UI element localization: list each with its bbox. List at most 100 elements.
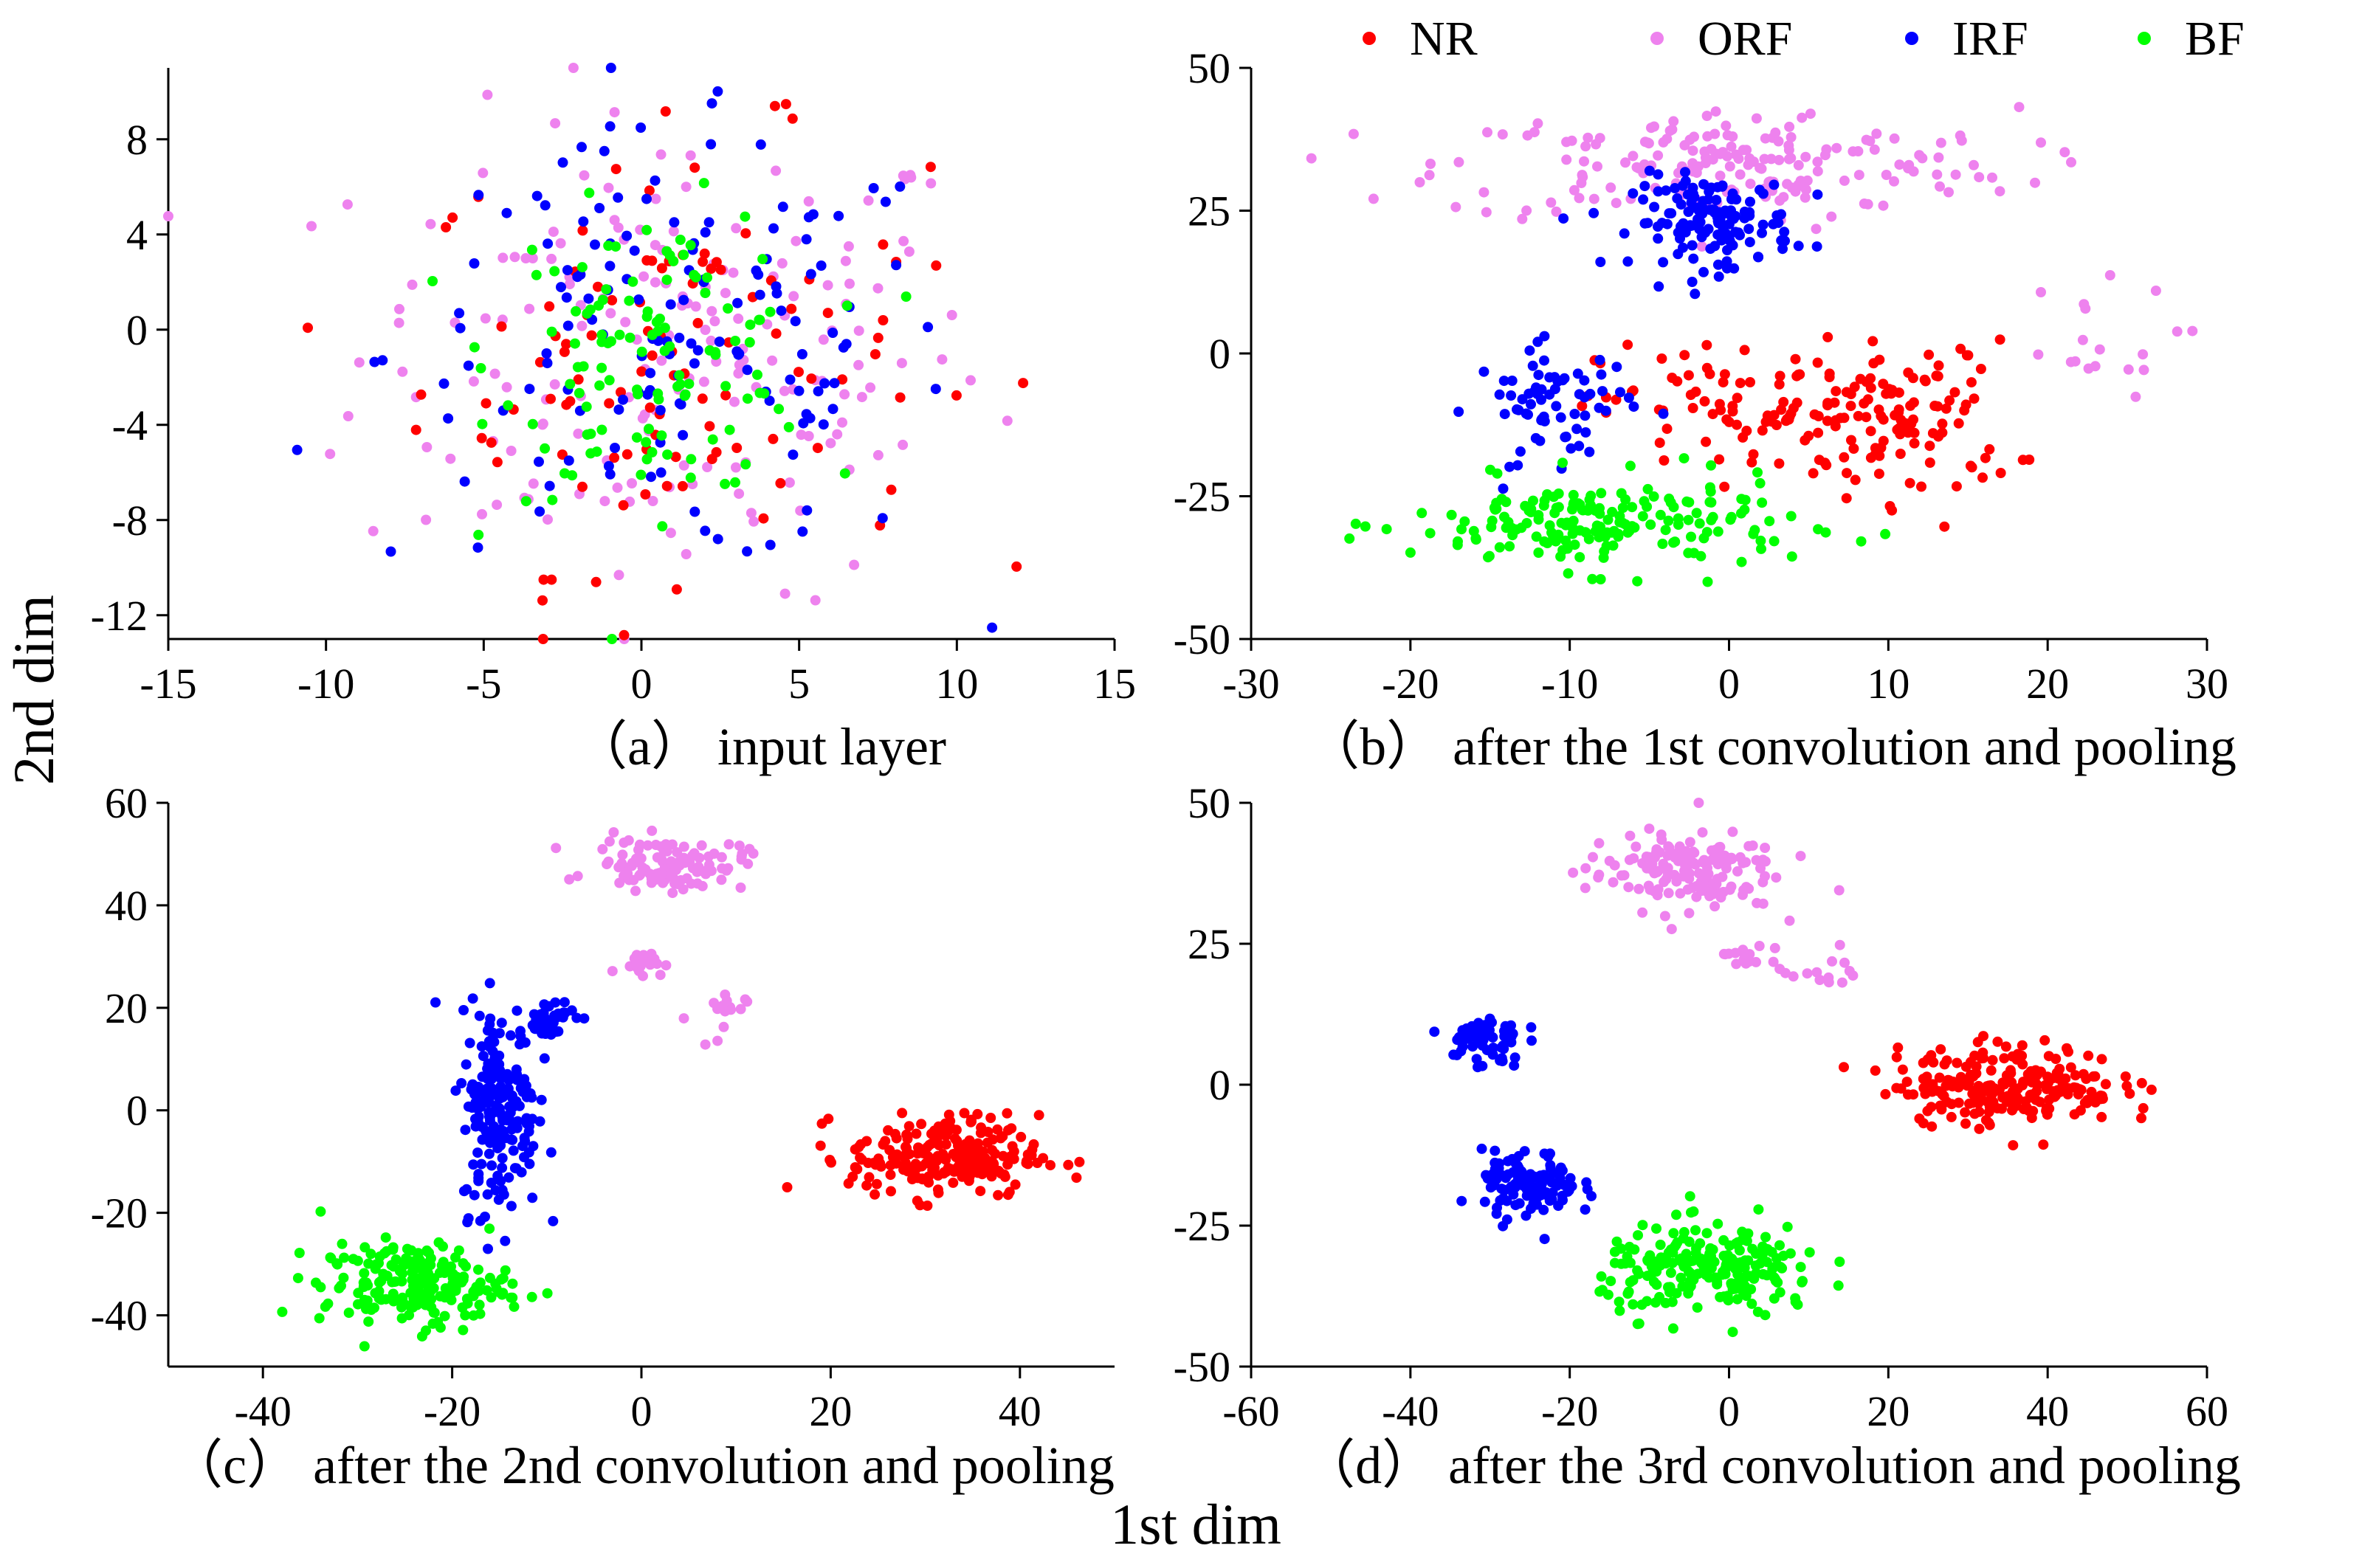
data-point: [652, 388, 664, 399]
data-point: [1659, 911, 1670, 922]
data-point: [1736, 508, 1746, 519]
data-point: [1706, 497, 1717, 508]
data-point: [1637, 511, 1648, 522]
data-point: [745, 320, 756, 331]
data-point: [898, 235, 909, 246]
data-point: [1889, 133, 1900, 144]
data-point: [1679, 350, 1690, 361]
data-point: [937, 354, 948, 365]
data-point: [469, 1189, 480, 1201]
data-point: [1794, 369, 1805, 380]
x-tick-label: -40: [235, 1387, 292, 1435]
data-point: [744, 843, 755, 854]
data-point: [1873, 469, 1884, 480]
data-point: [1680, 167, 1690, 178]
data-point: [1496, 1184, 1507, 1195]
data-point: [1848, 443, 1859, 454]
data-point: [371, 1259, 382, 1270]
data-point: [897, 1108, 908, 1119]
data-point: [2076, 1085, 2087, 1096]
data-point: [1831, 415, 1841, 426]
data-point: [906, 172, 917, 183]
data-point: [2028, 1105, 2039, 1116]
data-point: [1717, 1269, 1728, 1280]
data-point: [613, 192, 624, 203]
data-point: [500, 1265, 511, 1276]
data-point: [1707, 854, 1718, 865]
data-point: [641, 311, 652, 322]
data-point: [1620, 157, 1631, 168]
data-point: [1784, 411, 1795, 422]
data-point: [671, 584, 682, 595]
data-point: [509, 252, 520, 263]
y-tick-label: -25: [1174, 473, 1230, 521]
data-point: [564, 874, 575, 885]
data-point: [650, 277, 661, 288]
data-point: [1360, 521, 1371, 532]
data-point: [543, 514, 553, 525]
data-point: [706, 305, 717, 317]
data-point: [1672, 376, 1683, 387]
data-point: [577, 225, 588, 236]
legend-label-orf: ORF: [1698, 12, 1792, 66]
data-point: [1927, 1079, 1938, 1090]
data-point: [1714, 398, 1725, 410]
data-point: [1785, 1248, 1796, 1259]
data-point: [1960, 1107, 1971, 1118]
data-point: [1709, 1257, 1720, 1268]
data-point: [380, 1232, 391, 1243]
data-point: [1619, 1258, 1631, 1269]
data-point: [1760, 871, 1770, 882]
data-point: [1668, 1228, 1679, 1239]
data-point: [853, 325, 864, 336]
data-point: [1727, 401, 1738, 412]
data-point: [1811, 967, 1822, 978]
data-point: [641, 224, 652, 235]
data-point: [1966, 377, 1977, 388]
data-point: [856, 392, 867, 403]
data-point: [1631, 841, 1642, 852]
series-irf: [1429, 1013, 1597, 1245]
data-point: [1965, 460, 1976, 472]
data-point: [410, 424, 421, 435]
data-point: [492, 500, 503, 511]
data-point: [520, 253, 531, 263]
data-point: [1783, 140, 1794, 151]
data-point: [1627, 502, 1638, 513]
x-tick-label: 40: [999, 1387, 1041, 1435]
data-point: [629, 245, 640, 256]
data-point: [1822, 415, 1833, 426]
data-point: [430, 997, 441, 1008]
data-point: [1920, 376, 1931, 387]
data-point: [843, 1178, 854, 1189]
data-point: [1681, 1259, 1691, 1270]
data-point: [1700, 158, 1711, 168]
data-point: [1565, 1172, 1576, 1184]
data-point: [576, 320, 588, 331]
data-point: [1776, 404, 1787, 415]
data-point: [583, 293, 594, 304]
data-point: [661, 846, 672, 857]
data-point: [1698, 854, 1709, 866]
data-point: [1414, 177, 1425, 187]
data-point: [777, 201, 788, 213]
data-point: [1955, 343, 1966, 354]
data-point: [1761, 1257, 1772, 1268]
data-point: [1800, 192, 1811, 203]
data-point: [951, 1125, 962, 1136]
x-tick-label: -10: [1541, 660, 1598, 708]
data-point: [397, 1299, 408, 1310]
data-point: [1569, 409, 1580, 419]
data-point: [1933, 360, 1944, 371]
data-point: [564, 279, 575, 290]
data-point: [2006, 1077, 2017, 1088]
data-point: [561, 339, 571, 350]
data-point: [511, 1096, 522, 1107]
data-point: [2025, 1066, 2036, 1077]
data-point: [1937, 418, 1948, 429]
data-point: [706, 454, 717, 465]
data-point: [1494, 542, 1505, 553]
data-point: [704, 421, 715, 432]
data-point: [796, 429, 807, 441]
